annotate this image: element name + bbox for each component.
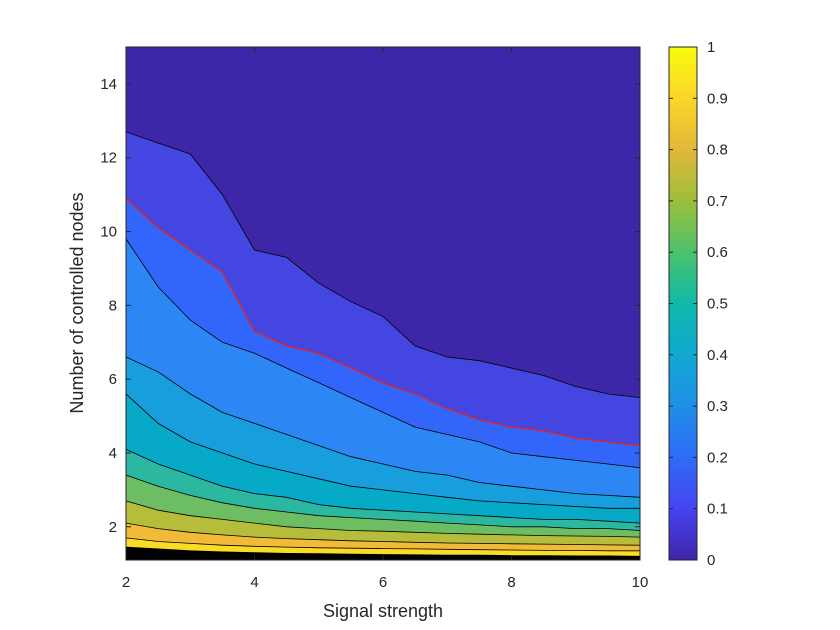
y-axis: 2 4 6 8 10 12 14	[100, 76, 640, 536]
x-axis: 2 4 6 8 10	[122, 47, 649, 591]
colorbar-tick-label: 0.8	[707, 142, 728, 159]
contour-line-1	[126, 131, 640, 398]
x-tick-label: 4	[250, 574, 258, 591]
colorbar-tick-label: 0.2	[707, 449, 728, 466]
colorbar-axis: 0 0.1 0.2 0.3 0.4 0.5 0.6 0.7 0.8 0.9 1	[669, 39, 728, 569]
y-axis-label: Number of controlled nodes	[67, 192, 87, 413]
x-tick-label: 8	[507, 574, 515, 591]
contour-line-4	[126, 356, 640, 498]
contour-line-5	[126, 393, 640, 509]
colorbar	[668, 46, 698, 561]
contour-line-9	[126, 522, 640, 546]
highlighted-contour-line	[126, 197, 640, 447]
contour-line-3	[126, 238, 640, 469]
contour-line-8	[126, 500, 640, 538]
y-tick-label: 8	[109, 297, 117, 314]
contour-line-layer	[126, 131, 640, 557]
colorbar-tick-label: 0.7	[707, 193, 728, 210]
colorbar-tick-label: 0	[707, 552, 715, 569]
x-tick-label: 6	[379, 574, 387, 591]
colorbar-tick-label: 1	[707, 39, 715, 56]
colorbar-tick-label: 0.3	[707, 398, 728, 415]
contour-fill-layer	[126, 47, 640, 560]
contour-line-10	[126, 537, 640, 552]
y-tick-label: 10	[100, 224, 117, 241]
x-axis-label: Signal strength	[323, 601, 443, 621]
y-tick-label: 6	[109, 371, 117, 388]
contour-line-6	[126, 448, 640, 524]
y-tick-label: 2	[109, 519, 117, 536]
colorbar-tick-label: 0.9	[707, 90, 728, 107]
x-tick-label: 2	[122, 574, 130, 591]
contour-line-7	[126, 474, 640, 531]
colorbar-tick-label: 0.6	[707, 244, 728, 261]
x-tick-label: 10	[632, 574, 649, 591]
colorbar-tick-label: 0.1	[707, 501, 728, 518]
y-tick-label: 4	[109, 445, 117, 462]
colorbar-tick-label: 0.5	[707, 296, 728, 313]
y-tick-label: 12	[100, 150, 117, 167]
contour-line-11	[126, 546, 640, 557]
colorbar-tick-label: 0.4	[707, 347, 728, 364]
y-tick-label: 14	[100, 76, 117, 93]
